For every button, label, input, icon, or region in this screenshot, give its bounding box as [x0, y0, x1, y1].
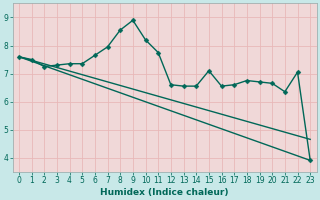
- X-axis label: Humidex (Indice chaleur): Humidex (Indice chaleur): [100, 188, 229, 197]
